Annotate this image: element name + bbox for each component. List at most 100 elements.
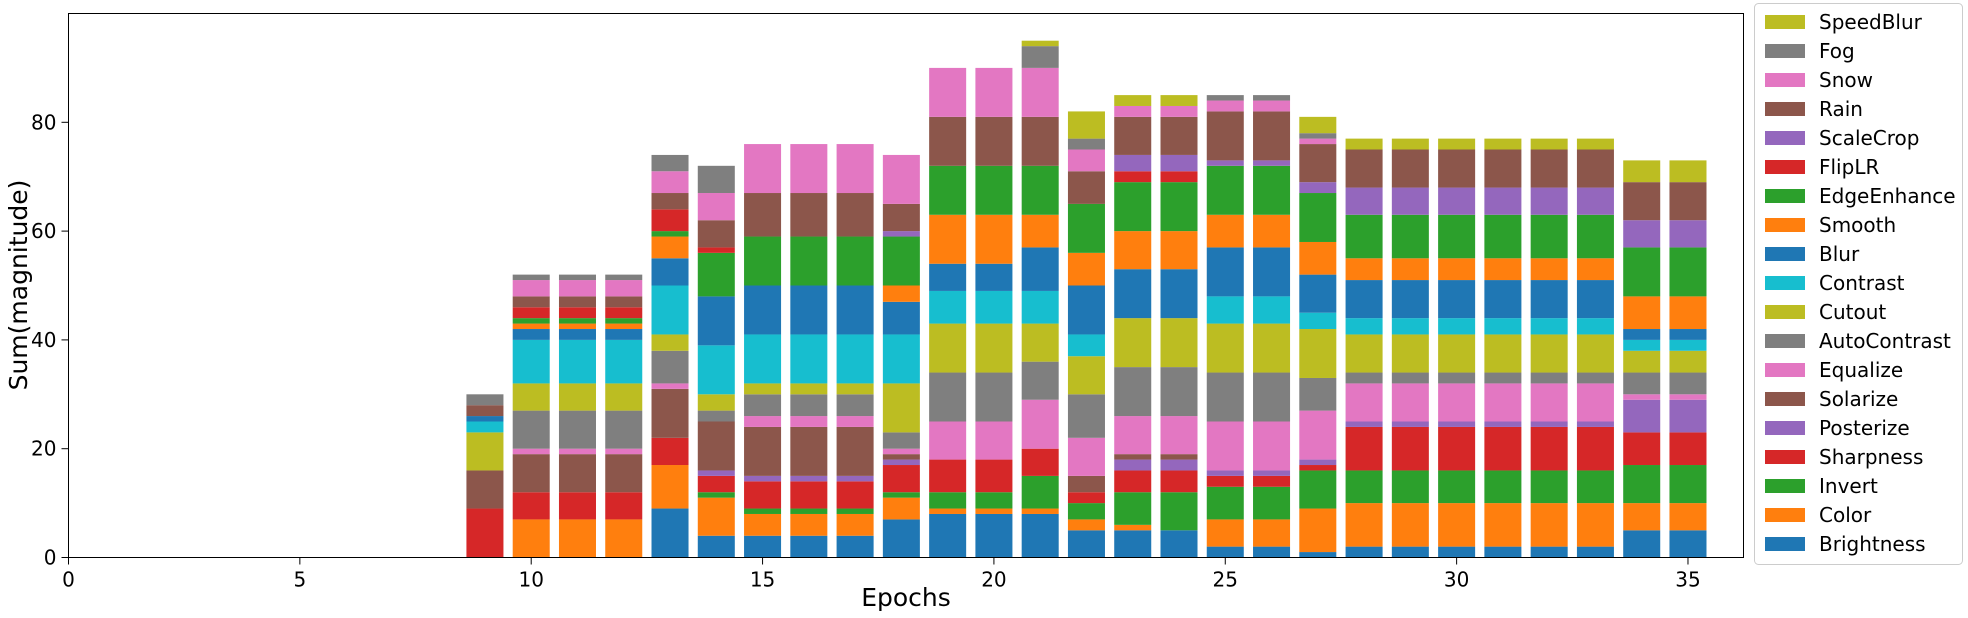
bar-segment-rain-epoch-26 bbox=[1253, 111, 1291, 161]
bar-segment-sharpness-epoch-13 bbox=[651, 437, 689, 466]
bar-segment-scalecrop-epoch-32 bbox=[1530, 187, 1568, 215]
bar-segment-solarize-epoch-24 bbox=[1160, 454, 1198, 460]
bar-segment-edgeenhance-epoch-17 bbox=[836, 236, 874, 286]
bar-segment-scalecrop-epoch-18 bbox=[882, 231, 920, 237]
bar-segment-sharpness-epoch-26 bbox=[1253, 475, 1291, 487]
legend-label-rain: Rain bbox=[1819, 97, 1863, 121]
x-tick-label: 10 bbox=[518, 568, 543, 592]
bar-segment-posterize-epoch-16 bbox=[790, 475, 828, 482]
bar-segment-contrast-epoch-33 bbox=[1576, 318, 1614, 335]
bar-segment-blur-epoch-34 bbox=[1623, 329, 1661, 340]
bar-segment-scalecrop-epoch-27 bbox=[1299, 182, 1337, 194]
bar-segment-contrast-epoch-27 bbox=[1299, 312, 1337, 330]
bar-segment-autocontrast-epoch-35 bbox=[1669, 372, 1707, 395]
bar-segment-fog-epoch-12 bbox=[605, 274, 643, 281]
bar-segment-blur-epoch-23 bbox=[1114, 269, 1152, 319]
bar-segment-autocontrast-epoch-30 bbox=[1438, 372, 1476, 384]
bar-segment-invert-epoch-17 bbox=[836, 508, 874, 514]
bar-segment-color-epoch-19 bbox=[929, 508, 967, 514]
bar-segment-edgeenhance-epoch-21 bbox=[1021, 165, 1059, 215]
bar-segment-solarize-epoch-16 bbox=[790, 426, 828, 476]
bar-segment-scalecrop-epoch-24 bbox=[1160, 154, 1198, 172]
bar-segment-brightness-epoch-30 bbox=[1438, 546, 1476, 558]
bar-segment-contrast-epoch-34 bbox=[1623, 339, 1661, 351]
bar-segment-smooth-epoch-33 bbox=[1576, 258, 1614, 281]
legend-swatch-autocontrast bbox=[1765, 334, 1805, 348]
legend-swatch-smooth bbox=[1765, 218, 1805, 232]
bar-segment-cutout-epoch-11 bbox=[558, 383, 596, 411]
bar-segment-sharpness-epoch-31 bbox=[1484, 426, 1522, 471]
bar-segment-contrast-epoch-11 bbox=[558, 339, 596, 384]
bar-segment-rain-epoch-32 bbox=[1530, 149, 1568, 188]
bar-segment-posterize-epoch-31 bbox=[1484, 421, 1522, 427]
bar-segment-blur-epoch-31 bbox=[1484, 280, 1522, 319]
bar-segment-smooth-epoch-21 bbox=[1021, 214, 1059, 248]
bar-segment-rain-epoch-21 bbox=[1021, 116, 1059, 166]
bar-segment-fliplr-epoch-13 bbox=[651, 209, 689, 232]
bar-segment-snow-epoch-21 bbox=[1021, 67, 1059, 117]
bar-segment-brightness-epoch-29 bbox=[1391, 546, 1429, 558]
bar-segment-invert-epoch-23 bbox=[1114, 492, 1152, 525]
bar-segment-cutout-epoch-12 bbox=[605, 383, 643, 411]
bar-segment-edgeenhance-epoch-27 bbox=[1299, 193, 1337, 242]
bar-segment-solarize-epoch-17 bbox=[836, 426, 874, 476]
bar-segment-equalize-epoch-32 bbox=[1530, 383, 1568, 422]
bar-segment-rain-epoch-20 bbox=[975, 116, 1013, 166]
bar-segment-blur-epoch-35 bbox=[1669, 329, 1707, 340]
legend-swatch-rain bbox=[1765, 102, 1805, 116]
bar-segment-autocontrast-epoch-13 bbox=[651, 350, 689, 384]
bar-segment-equalize-epoch-24 bbox=[1160, 416, 1198, 455]
bar-segment-edgeenhance-epoch-11 bbox=[558, 318, 596, 324]
bar-segment-edgeenhance-epoch-26 bbox=[1253, 165, 1291, 215]
bar-segment-contrast-epoch-15 bbox=[744, 334, 782, 384]
bar-segment-contrast-epoch-18 bbox=[882, 334, 920, 384]
bar-segment-snow-epoch-19 bbox=[929, 67, 967, 117]
bar-segment-color-epoch-21 bbox=[1021, 508, 1059, 514]
bar-segment-smooth-epoch-22 bbox=[1067, 252, 1105, 286]
bar-segment-snow-epoch-11 bbox=[558, 280, 596, 297]
bar-segment-sharpness-epoch-22 bbox=[1067, 492, 1105, 504]
bar-segment-scalecrop-epoch-29 bbox=[1391, 187, 1429, 215]
bar-segment-scalecrop-epoch-26 bbox=[1253, 160, 1291, 166]
bar-segment-rain-epoch-24 bbox=[1160, 116, 1198, 155]
bar-segment-invert-epoch-21 bbox=[1021, 475, 1059, 509]
bar-segment-invert-epoch-33 bbox=[1576, 470, 1614, 504]
y-tick-label: 0 bbox=[44, 546, 57, 570]
legend-swatch-fog bbox=[1765, 44, 1805, 58]
bar-segment-snow-epoch-24 bbox=[1160, 105, 1198, 117]
bar-segment-fliplr-epoch-24 bbox=[1160, 171, 1198, 183]
bar-segment-scalecrop-epoch-30 bbox=[1438, 187, 1476, 215]
x-axis-label: Epochs bbox=[861, 583, 951, 612]
bar-segment-sharpness-epoch-12 bbox=[605, 492, 643, 520]
bar-segment-blur-epoch-25 bbox=[1206, 247, 1244, 297]
bar-segment-fliplr-epoch-12 bbox=[605, 307, 643, 319]
bar-segment-rain-epoch-23 bbox=[1114, 116, 1152, 155]
bar-segment-autocontrast-epoch-20 bbox=[975, 372, 1013, 422]
bar-segment-edgeenhance-epoch-12 bbox=[605, 318, 643, 324]
y-tick-label: 80 bbox=[31, 110, 56, 134]
legend-swatch-snow bbox=[1765, 73, 1805, 87]
x-tick-label: 25 bbox=[1213, 568, 1238, 592]
bar-segment-cutout-epoch-28 bbox=[1345, 334, 1383, 373]
bar-segment-invert-epoch-26 bbox=[1253, 486, 1291, 520]
bar-segment-cutout-epoch-16 bbox=[790, 383, 828, 395]
bar-segment-fog-epoch-26 bbox=[1253, 95, 1291, 101]
bar-segment-contrast-epoch-14 bbox=[697, 345, 735, 395]
bar-segment-contrast-epoch-10 bbox=[512, 339, 550, 384]
bar-segment-brightness-epoch-15 bbox=[744, 535, 782, 558]
legend-label-posterize: Posterize bbox=[1819, 416, 1910, 440]
bar-segment-rain-epoch-13 bbox=[651, 193, 689, 210]
bar-segment-rain-epoch-28 bbox=[1345, 149, 1383, 188]
legend-label-brightness: Brightness bbox=[1819, 532, 1926, 556]
bar-segment-blur-epoch-14 bbox=[697, 296, 735, 346]
bar-segment-autocontrast-epoch-31 bbox=[1484, 372, 1522, 384]
bar-segment-edgeenhance-epoch-18 bbox=[882, 236, 920, 286]
bar-segment-posterize-epoch-26 bbox=[1253, 470, 1291, 476]
bar-segment-contrast-epoch-26 bbox=[1253, 296, 1291, 324]
bar-segment-edgeenhance-epoch-20 bbox=[975, 165, 1013, 215]
bar-segment-contrast-epoch-25 bbox=[1206, 296, 1244, 324]
y-tick-label: 40 bbox=[31, 328, 56, 352]
bar-segment-blur-epoch-11 bbox=[558, 329, 596, 340]
bar-segment-autocontrast-epoch-15 bbox=[744, 394, 782, 417]
bar-segment-smooth-epoch-31 bbox=[1484, 258, 1522, 281]
